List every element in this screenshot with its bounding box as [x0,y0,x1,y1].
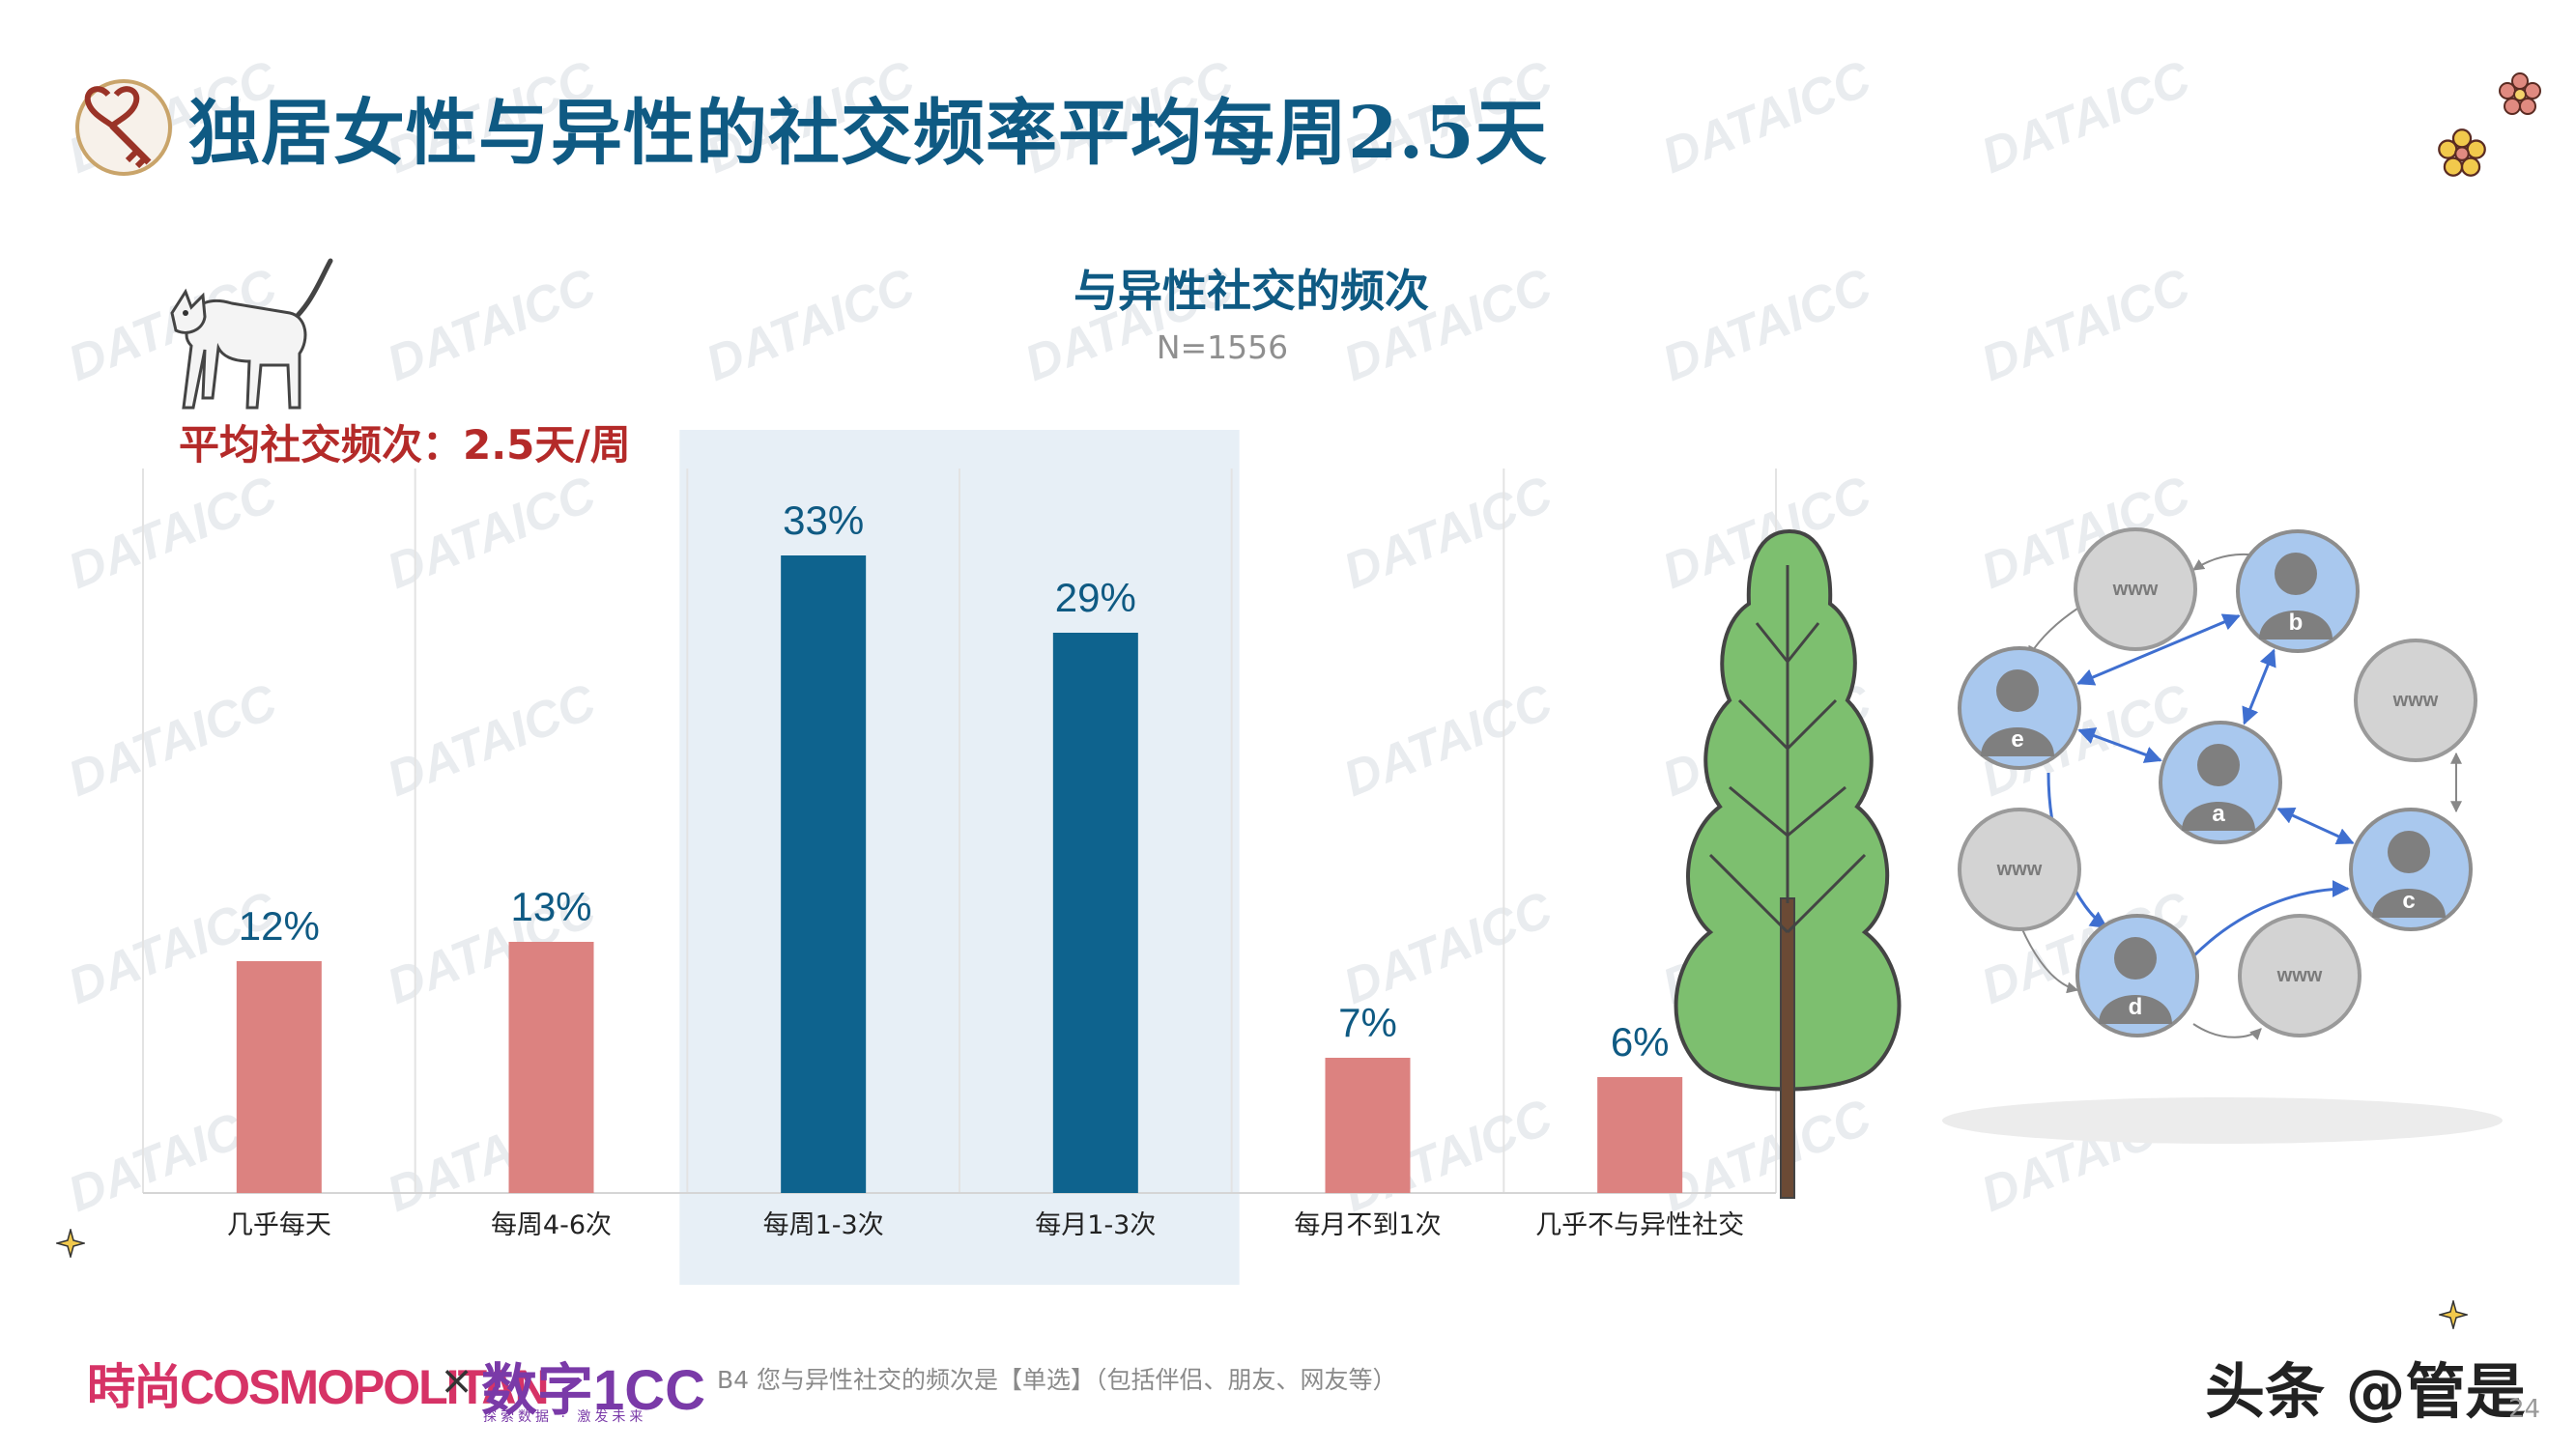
bar-value-label: 33% [783,497,864,543]
category-tick-label: 每周1-3次 [763,1210,884,1240]
sample-size-label: N=1556 [1156,328,1289,366]
cosmopolitan-logo: 時尚COSMOPOLITAN [87,1360,550,1414]
category-tick-label: 几乎每天 [227,1210,331,1240]
bar [781,555,867,1193]
bar-value-label: 12% [239,903,320,949]
cat-illustration [170,258,333,410]
person-node-label: d [2129,994,2143,1020]
website-node: www [1958,808,2081,931]
website-node-label: www [2276,965,2323,986]
bar [236,961,322,1193]
flower-icon [2438,128,2486,177]
source-watermark: 头条 @管是 [2205,1356,2526,1427]
website-node-label: www [2392,690,2439,711]
connection-arrow [2192,1023,2262,1040]
category-tick-label: 每月不到1次 [1294,1210,1441,1240]
bar-value-label: 29% [1055,575,1136,620]
connection-arrow [2191,880,2350,958]
website-node-label: www [2112,579,2159,600]
website-node: www [2074,527,2197,651]
person-node: a [2159,721,2282,844]
connection-arrow [2077,727,2162,763]
chart-title: 与异性社交的频次 [1073,265,1429,317]
page-number: 24 [2508,1395,2541,1424]
bar [508,942,594,1193]
person-node: e [1958,646,2081,770]
bar [1325,1058,1411,1193]
person-node-label: e [2011,726,2023,753]
average-frequency-callout: 平均社交频次：2.5天/周 [179,421,631,469]
dataicc-tagline: 探索数据 · 激发未来 [483,1409,647,1425]
social-network-illustration: www www www www a b c d e [1942,527,2503,1144]
tree-illustration [1674,528,1902,1199]
flower-icon [2499,72,2541,115]
bar [1597,1077,1683,1193]
dataicc-logo: 数字1CC [481,1359,706,1422]
sparkle-icon [2439,1300,2468,1329]
person-node-label: a [2212,801,2225,827]
website-node-label: www [1996,859,2043,880]
brand-separator: × [440,1356,474,1404]
connection-arrow [2076,613,2241,686]
person-node: c [2349,808,2473,931]
bar-value-label: 7% [1338,1000,1397,1045]
heart-key-icon [75,79,172,176]
sparkle-icon [56,1229,85,1258]
bar-value-label: 13% [510,884,591,929]
person-node: b [2236,529,2360,653]
bar-value-label: 6% [1611,1019,1670,1065]
connection-arrow [2020,926,2079,994]
category-tick-label: 每周4-6次 [491,1210,612,1240]
person-node: d [2075,914,2199,1037]
person-node-label: c [2402,888,2415,914]
floor-shadow [1942,1097,2503,1144]
person-node-label: b [2289,610,2304,636]
question-footnote: B4 您与异性社交的频次是【单选】（包括伴侣、朋友、网友等） [717,1366,1397,1394]
website-node: www [2354,639,2477,762]
connection-arrow [2276,807,2355,845]
page-title: 独居女性与异性的社交频率平均每周2.5天 [188,92,1548,175]
category-tick-label: 几乎不与异性社交 [1535,1210,1744,1240]
website-node: www [2238,914,2361,1037]
bar [1052,633,1138,1193]
connection-arrow [2242,648,2276,725]
category-tick-label: 每月1-3次 [1035,1210,1156,1240]
